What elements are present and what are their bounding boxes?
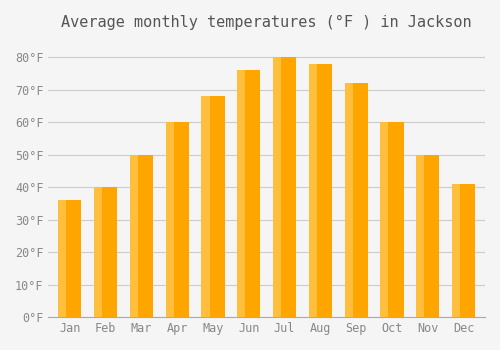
Bar [237, 70, 246, 317]
Bar [130, 155, 138, 317]
Bar [58, 200, 66, 317]
Bar [273, 57, 281, 317]
Bar [94, 187, 118, 317]
Bar [58, 200, 82, 317]
Bar [202, 96, 224, 317]
Title: Average monthly temperatures (°F ) in Jackson: Average monthly temperatures (°F ) in Ja… [62, 15, 472, 30]
Bar [202, 96, 209, 317]
Bar [416, 155, 424, 317]
Bar [416, 155, 440, 317]
Bar [344, 83, 368, 317]
Bar [380, 122, 388, 317]
Bar [94, 187, 102, 317]
Bar [308, 64, 317, 317]
Bar [380, 122, 404, 317]
Bar [130, 155, 153, 317]
Bar [452, 184, 460, 317]
Bar [166, 122, 173, 317]
Bar [452, 184, 475, 317]
Bar [308, 64, 332, 317]
Bar [273, 57, 296, 317]
Bar [166, 122, 189, 317]
Bar [237, 70, 260, 317]
Bar [344, 83, 352, 317]
